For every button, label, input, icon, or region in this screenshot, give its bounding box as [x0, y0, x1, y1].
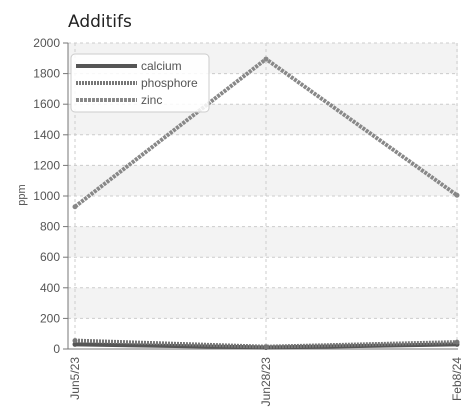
y-tick-label: 1400 [33, 128, 60, 142]
y-tick-label: 0 [53, 342, 60, 356]
y-tick-label: 600 [40, 250, 60, 264]
y-tick-label: 200 [40, 311, 60, 325]
y-tick-label: 800 [40, 220, 60, 234]
y-tick-labels: 0 200 400 600 800 1000 1200 1400 1600 1800 2000 [33, 36, 60, 356]
legend: calcium phosphore zinc [70, 53, 210, 113]
grid-band [68, 287, 458, 319]
series-line-phosphore [74, 338, 458, 349]
data-point-phosphore [454, 339, 460, 345]
legend-box [70, 53, 210, 113]
data-point-zinc [72, 204, 78, 210]
legend-label-calcium: calcium [141, 59, 182, 73]
data-point-zinc [263, 56, 269, 62]
y-tick-label: 1200 [33, 158, 60, 172]
y-tick-label: 2000 [33, 36, 60, 50]
y-tick-label: 1000 [33, 189, 60, 203]
data-point-phosphore [72, 338, 78, 344]
chart-title: Additifs [68, 12, 132, 32]
x-tick-label: Jun28/23 [259, 357, 273, 407]
x-tick-label: Jun5/23 [68, 357, 82, 400]
y-tick-label: 1600 [33, 97, 60, 111]
x-tick-labels: Jun5/23 Jun28/23 Feb8/24 [68, 357, 464, 407]
data-point-calcium [72, 341, 78, 347]
y-tick-label: 1800 [33, 67, 60, 81]
series-lines [72, 56, 460, 350]
y-tick-label: 400 [40, 281, 60, 295]
y-axis-label: ppm [16, 184, 28, 205]
grid-band [68, 226, 458, 258]
legend-label-zinc: zinc [141, 93, 162, 107]
data-point-phosphore [263, 344, 269, 350]
grid-band [68, 165, 458, 196]
data-point-zinc [454, 192, 460, 198]
x-tick-label: Feb8/24 [450, 357, 464, 401]
legend-label-phosphore: phosphore [141, 76, 198, 90]
